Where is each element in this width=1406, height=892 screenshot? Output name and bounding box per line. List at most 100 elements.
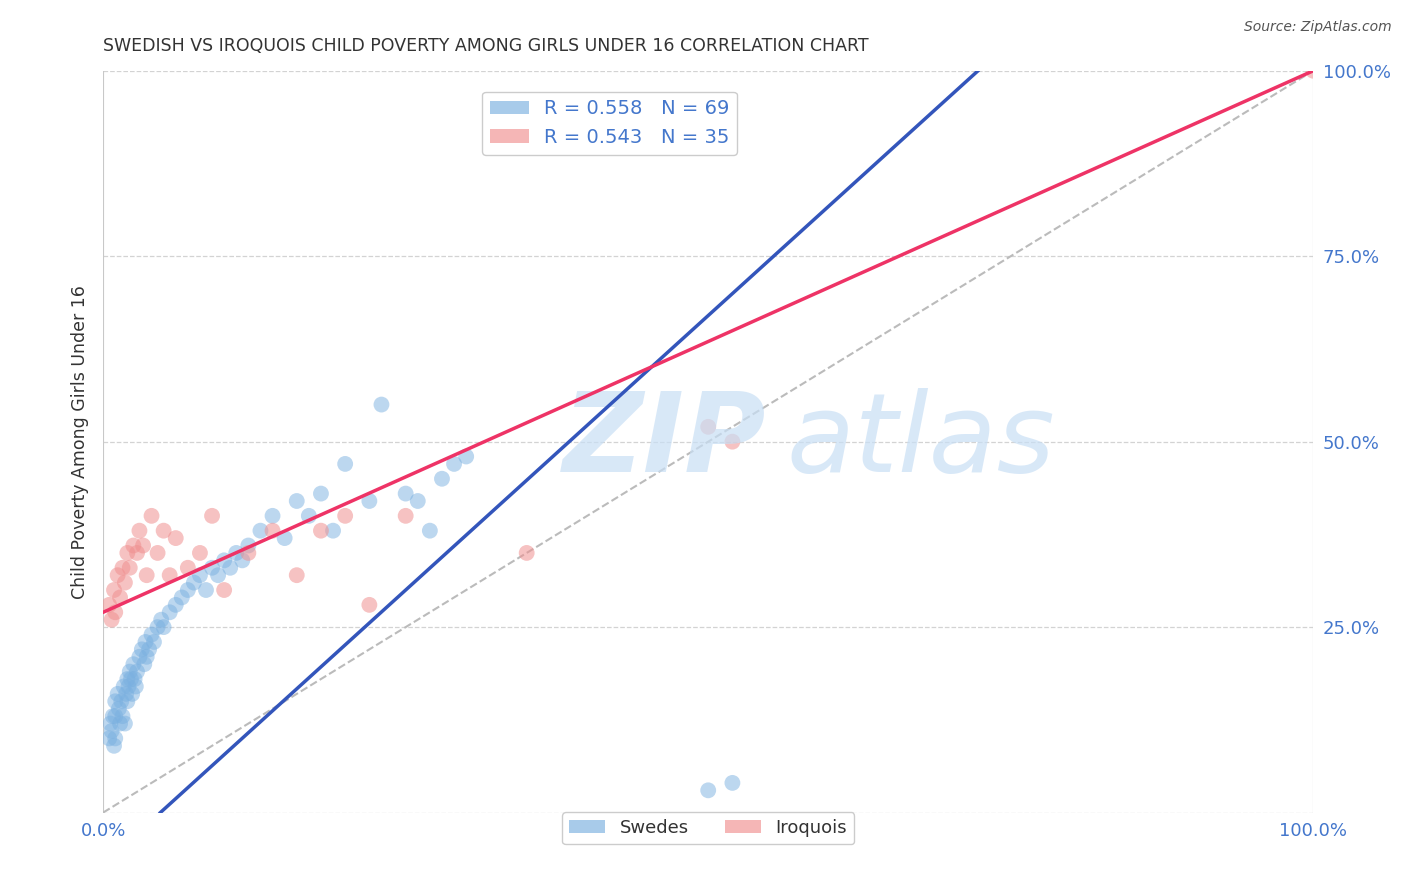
- Text: SWEDISH VS IROQUOIS CHILD POVERTY AMONG GIRLS UNDER 16 CORRELATION CHART: SWEDISH VS IROQUOIS CHILD POVERTY AMONG …: [103, 37, 869, 55]
- Point: [262, 524, 284, 538]
- Point: [135, 568, 157, 582]
- Point: [115, 687, 138, 701]
- Point: [697, 783, 720, 797]
- Point: [359, 598, 381, 612]
- Point: [108, 591, 131, 605]
- Point: [249, 524, 271, 538]
- Point: [697, 419, 720, 434]
- Point: [112, 680, 135, 694]
- Point: [121, 687, 143, 701]
- Point: [141, 627, 163, 641]
- Point: [101, 709, 124, 723]
- Point: [231, 553, 253, 567]
- Point: [165, 598, 187, 612]
- Point: [117, 546, 139, 560]
- Point: [134, 657, 156, 672]
- Point: [238, 539, 260, 553]
- Point: [177, 582, 200, 597]
- Point: [146, 546, 169, 560]
- Point: [333, 508, 356, 523]
- Text: Source: ZipAtlas.com: Source: ZipAtlas.com: [1244, 20, 1392, 34]
- Point: [135, 649, 157, 664]
- Point: [103, 739, 125, 753]
- Point: [100, 723, 122, 738]
- Point: [721, 776, 744, 790]
- Point: [141, 508, 163, 523]
- Point: [98, 598, 121, 612]
- Point: [201, 508, 224, 523]
- Point: [273, 531, 295, 545]
- Point: [359, 494, 381, 508]
- Point: [98, 731, 121, 746]
- Point: [721, 434, 744, 449]
- Point: [150, 613, 173, 627]
- Point: [142, 635, 165, 649]
- Point: [146, 620, 169, 634]
- Point: [103, 582, 125, 597]
- Point: [138, 642, 160, 657]
- Point: [370, 398, 392, 412]
- Point: [108, 702, 131, 716]
- Point: [152, 620, 174, 634]
- Point: [122, 539, 145, 553]
- Point: [177, 561, 200, 575]
- Point: [212, 553, 235, 567]
- Point: [125, 665, 148, 679]
- Point: [159, 568, 181, 582]
- Point: [207, 568, 229, 582]
- Point: [456, 450, 478, 464]
- Point: [1302, 63, 1324, 78]
- Point: [117, 672, 139, 686]
- Point: [104, 605, 127, 619]
- Point: [395, 508, 418, 523]
- Point: [107, 568, 129, 582]
- Point: [309, 524, 332, 538]
- Point: [124, 672, 146, 686]
- Point: [212, 582, 235, 597]
- Point: [165, 531, 187, 545]
- Point: [132, 539, 155, 553]
- Text: ZIP: ZIP: [562, 388, 766, 495]
- Point: [298, 508, 321, 523]
- Point: [159, 605, 181, 619]
- Point: [100, 716, 122, 731]
- Point: [111, 709, 134, 723]
- Point: [128, 649, 150, 664]
- Point: [183, 575, 205, 590]
- Point: [152, 524, 174, 538]
- Point: [322, 524, 344, 538]
- Point: [443, 457, 465, 471]
- Point: [333, 457, 356, 471]
- Point: [195, 582, 218, 597]
- Point: [134, 635, 156, 649]
- Y-axis label: Child Poverty Among Girls Under 16: Child Poverty Among Girls Under 16: [72, 285, 89, 599]
- Point: [117, 680, 139, 694]
- Point: [104, 731, 127, 746]
- Point: [107, 687, 129, 701]
- Point: [100, 613, 122, 627]
- Point: [118, 561, 141, 575]
- Point: [125, 546, 148, 560]
- Point: [188, 568, 211, 582]
- Point: [104, 709, 127, 723]
- Point: [118, 665, 141, 679]
- Point: [131, 642, 153, 657]
- Point: [262, 508, 284, 523]
- Text: atlas: atlas: [787, 388, 1056, 495]
- Point: [238, 546, 260, 560]
- Point: [104, 694, 127, 708]
- Point: [219, 561, 242, 575]
- Point: [516, 546, 538, 560]
- Point: [122, 657, 145, 672]
- Point: [406, 494, 429, 508]
- Point: [128, 524, 150, 538]
- Point: [110, 694, 132, 708]
- Point: [117, 694, 139, 708]
- Point: [114, 575, 136, 590]
- Legend: Swedes, Iroquois: Swedes, Iroquois: [562, 812, 855, 845]
- Point: [225, 546, 247, 560]
- Point: [285, 494, 308, 508]
- Point: [188, 546, 211, 560]
- Point: [108, 716, 131, 731]
- Point: [170, 591, 193, 605]
